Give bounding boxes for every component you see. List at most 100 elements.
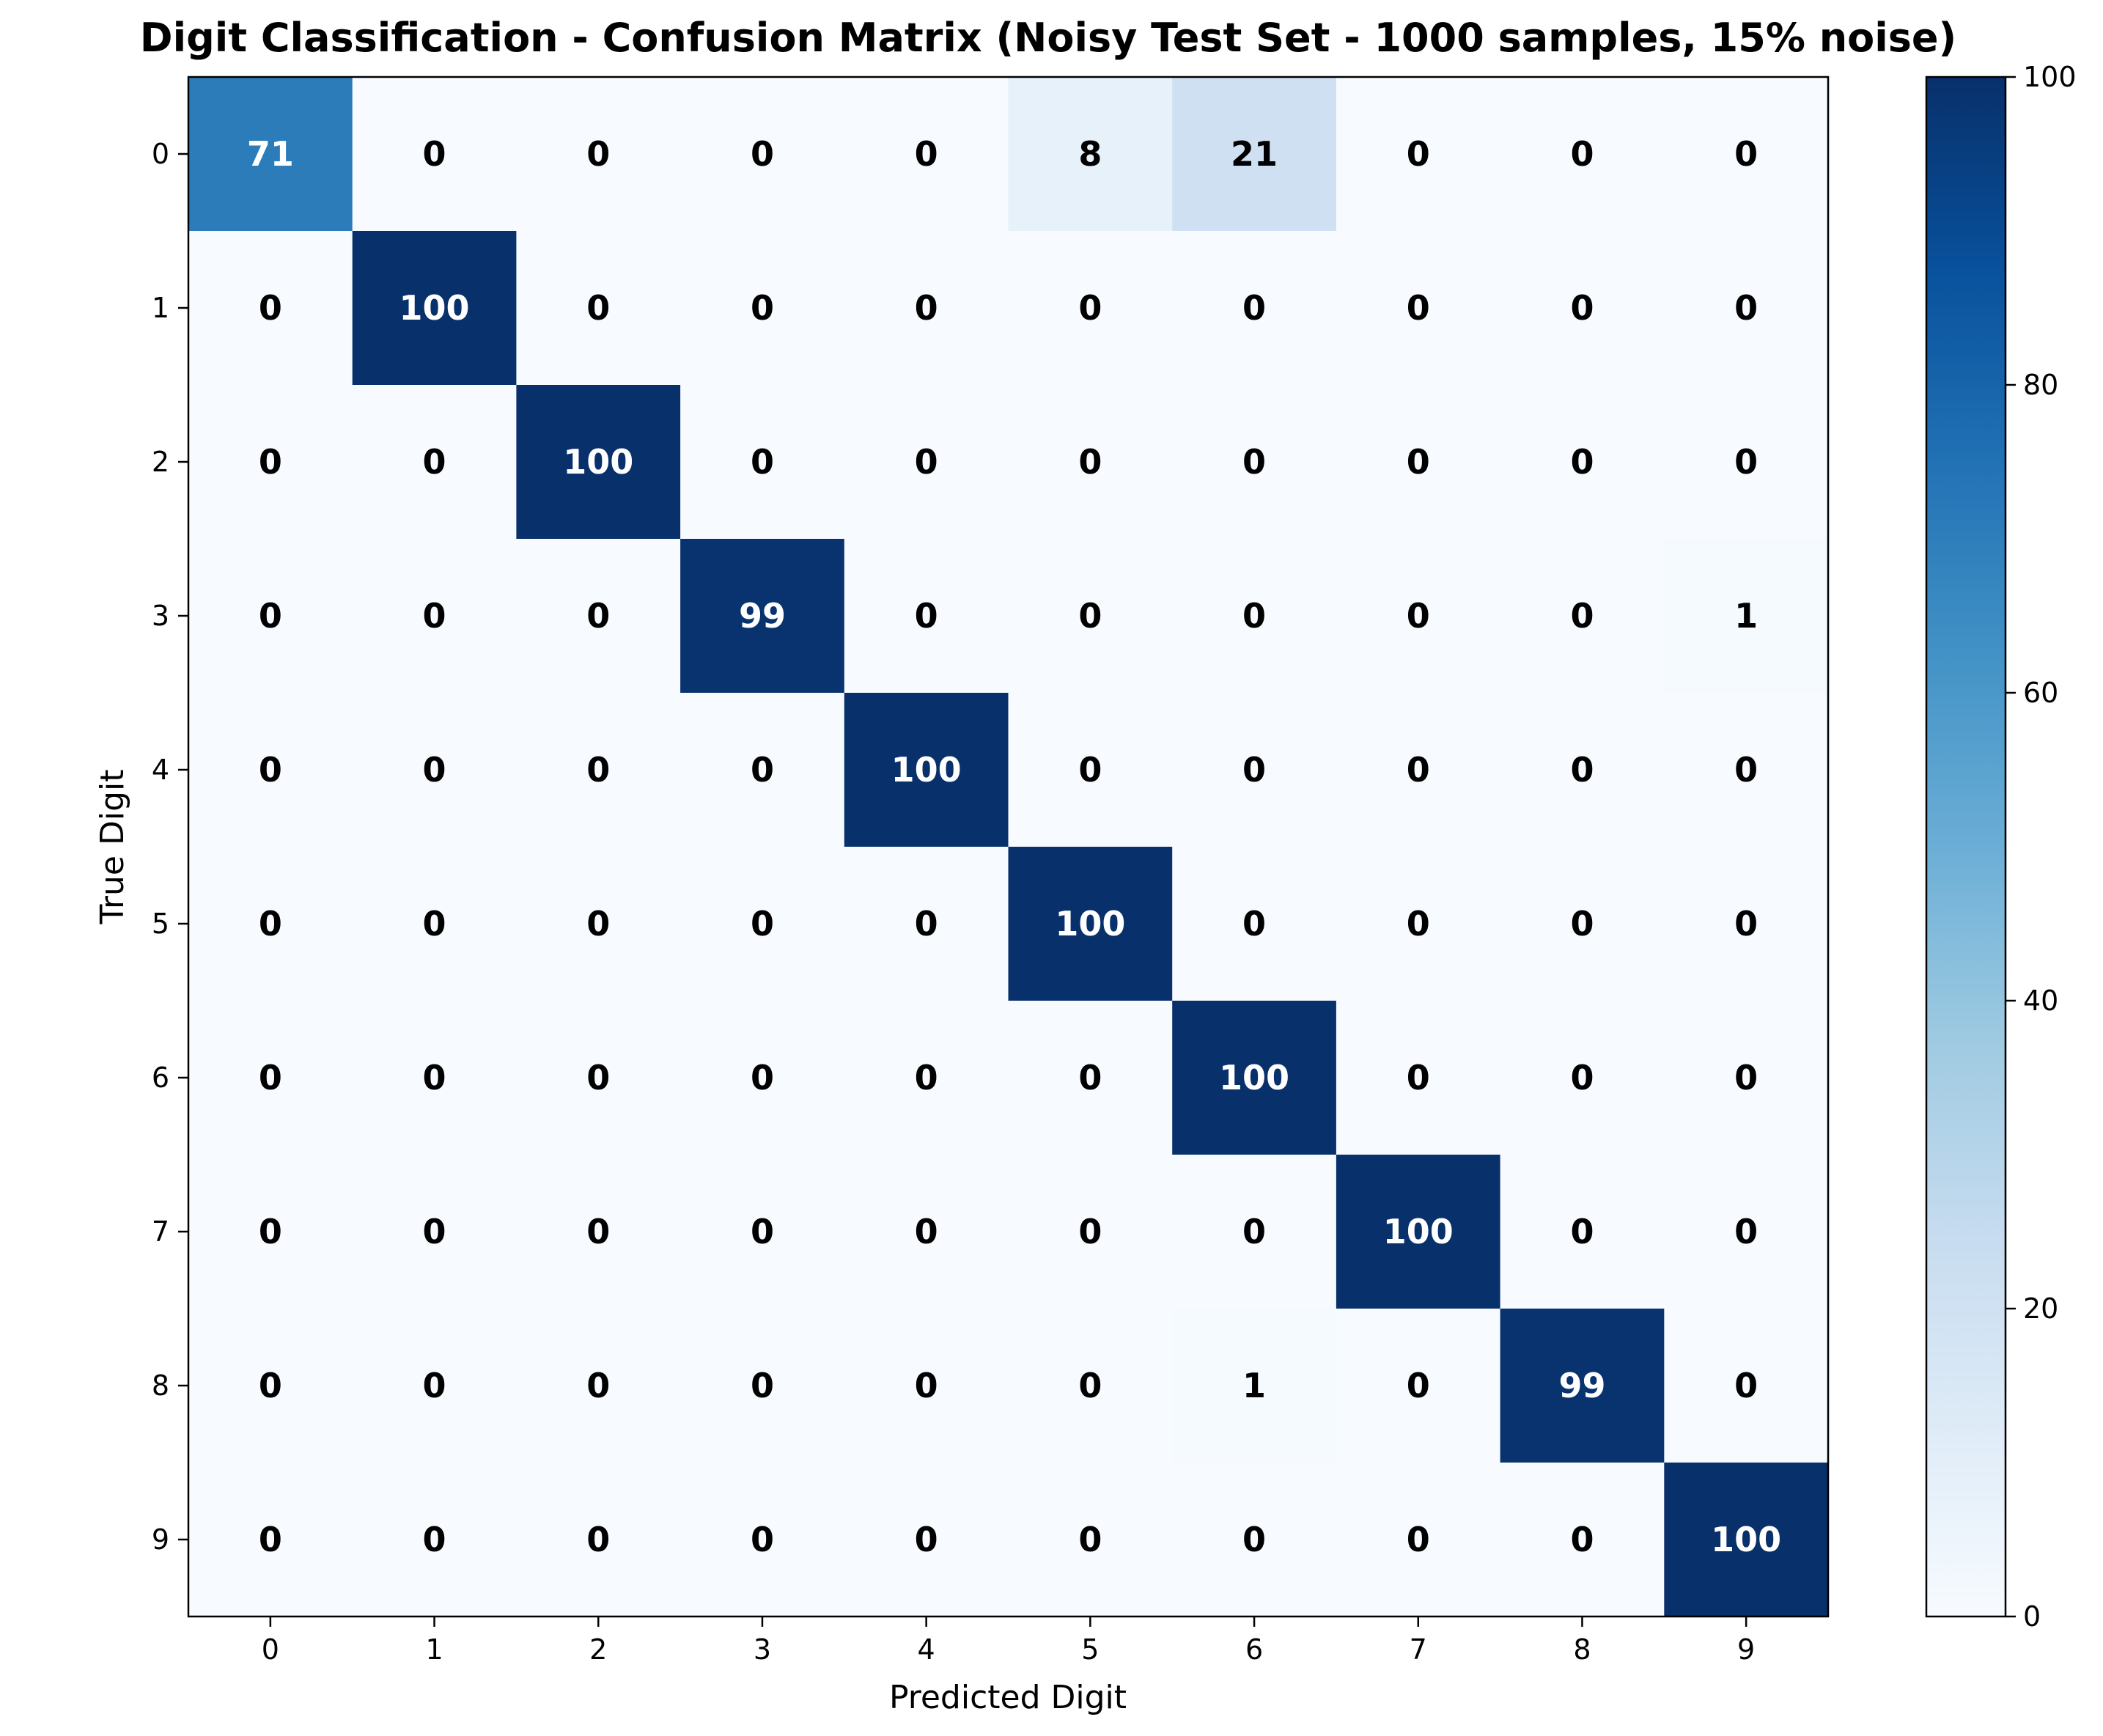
cell-value: 0: [751, 442, 774, 482]
cell-value: 0: [259, 1520, 282, 1559]
cell-value: 99: [739, 596, 786, 636]
cell-value: 0: [586, 1520, 610, 1559]
cell-value: 0: [915, 904, 938, 944]
y-tick-label: 3: [152, 600, 169, 632]
cell-value: 100: [891, 750, 962, 790]
cell-value: 0: [915, 134, 938, 174]
cell-value: 0: [1734, 904, 1758, 944]
cell-value: 0: [1242, 442, 1266, 482]
y-tick-label: 7: [152, 1215, 169, 1248]
cell-value: 0: [1078, 442, 1102, 482]
cell-value: 0: [915, 288, 938, 328]
cell-value: 0: [1078, 1212, 1102, 1251]
cell-value: 0: [1242, 288, 1266, 328]
cell-value: 0: [1407, 596, 1430, 636]
cell-value: 0: [915, 1058, 938, 1097]
colorbar-tick-label: 20: [2023, 1292, 2058, 1325]
x-axis-ticks: 0 1 2 3 4 5 6 7 8 9: [262, 1617, 1755, 1666]
cell-value: 0: [1242, 1520, 1266, 1559]
cell-value: 0: [1570, 1058, 1594, 1097]
cell-value: 0: [1734, 1212, 1758, 1251]
cell-value: 0: [1734, 442, 1758, 482]
cell-value: 0: [423, 750, 446, 790]
cell-value: 0: [751, 1212, 774, 1251]
cell-value: 0: [915, 1366, 938, 1405]
cell-value: 0: [1407, 1520, 1430, 1559]
cell-value: 0: [1570, 596, 1594, 636]
colorbar-tick-label: 100: [2023, 61, 2077, 93]
x-tick-label: 5: [1081, 1633, 1099, 1666]
cell-value: 21: [1231, 134, 1278, 174]
cell-value: 0: [1078, 1520, 1102, 1559]
cell-value: 0: [1734, 288, 1758, 328]
cell-value: 0: [259, 750, 282, 790]
cell-value: 0: [423, 1058, 446, 1097]
colorbar-ticks: 0 20 40 60 80 100: [2006, 61, 2077, 1633]
cell-value: 0: [1242, 750, 1266, 790]
cell-value: 0: [259, 1058, 282, 1097]
cell-value: 0: [1078, 288, 1102, 328]
cell-value: 0: [586, 750, 610, 790]
cell-value: 0: [1570, 442, 1594, 482]
cell-value: 0: [1734, 1366, 1758, 1405]
cell-value: 0: [751, 904, 774, 944]
y-tick-label: 5: [152, 908, 169, 940]
y-axis-label: True Digit: [94, 770, 131, 925]
cell-value: 0: [586, 596, 610, 636]
x-tick-label: 1: [425, 1633, 443, 1666]
cell-value: 0: [751, 1520, 774, 1559]
x-tick-label: 3: [754, 1633, 771, 1666]
cell-value: 0: [751, 1366, 774, 1405]
cell-value: 0: [1242, 904, 1266, 944]
y-tick-label: 1: [152, 292, 169, 324]
cell-value: 0: [1570, 750, 1594, 790]
cell-value: 100: [1711, 1520, 1781, 1559]
cell-value: 0: [915, 1520, 938, 1559]
cell-value: 8: [1078, 134, 1102, 174]
colorbar: [1926, 77, 2006, 1617]
cell-value: 0: [423, 1366, 446, 1405]
y-tick-label: 0: [152, 138, 169, 170]
cell-value: 0: [1078, 1366, 1102, 1405]
cell-value: 0: [1570, 904, 1594, 944]
x-tick-label: 2: [589, 1633, 607, 1666]
x-tick-label: 6: [1245, 1633, 1263, 1666]
cell-value: 0: [259, 596, 282, 636]
colorbar-tick-label: 80: [2023, 369, 2058, 401]
cell-value: 0: [915, 596, 938, 636]
cell-value: 0: [1407, 288, 1430, 328]
cell-value: 0: [1734, 134, 1758, 174]
cell-value: 0: [1242, 1212, 1266, 1251]
cell-value: 0: [423, 442, 446, 482]
y-tick-label: 2: [152, 446, 169, 478]
cell-value: 0: [751, 134, 774, 174]
cell-value: 0: [1570, 1212, 1594, 1251]
x-tick-label: 8: [1573, 1633, 1591, 1666]
x-tick-label: 7: [1410, 1633, 1427, 1666]
cell-value: 1: [1734, 596, 1758, 636]
y-tick-label: 8: [152, 1369, 169, 1402]
cell-value: 0: [751, 750, 774, 790]
cell-value: 0: [1407, 134, 1430, 174]
chart-title: Digit Classification - Confusion Matrix …: [140, 15, 1956, 61]
cell-value: 0: [1407, 1058, 1430, 1097]
colorbar-tick-label: 60: [2023, 677, 2058, 709]
cell-value: 0: [259, 1366, 282, 1405]
cell-value: 99: [1558, 1366, 1605, 1405]
cell-value: 0: [586, 1212, 610, 1251]
cell-value: 0: [1078, 1058, 1102, 1097]
cell-value: 0: [423, 1520, 446, 1559]
cell-value: 1: [1242, 1366, 1266, 1405]
cell-value: 100: [399, 288, 470, 328]
cell-value: 0: [586, 904, 610, 944]
cell-value: 100: [563, 442, 633, 482]
cell-value: 0: [1242, 596, 1266, 636]
cell-value: 0: [586, 134, 610, 174]
cell-value: 0: [751, 288, 774, 328]
colorbar-tick-label: 40: [2023, 985, 2058, 1017]
x-tick-label: 4: [918, 1633, 935, 1666]
colorbar-tick-label: 0: [2023, 1600, 2041, 1633]
cell-value: 0: [1570, 1520, 1594, 1559]
cell-value: 100: [1219, 1058, 1289, 1097]
